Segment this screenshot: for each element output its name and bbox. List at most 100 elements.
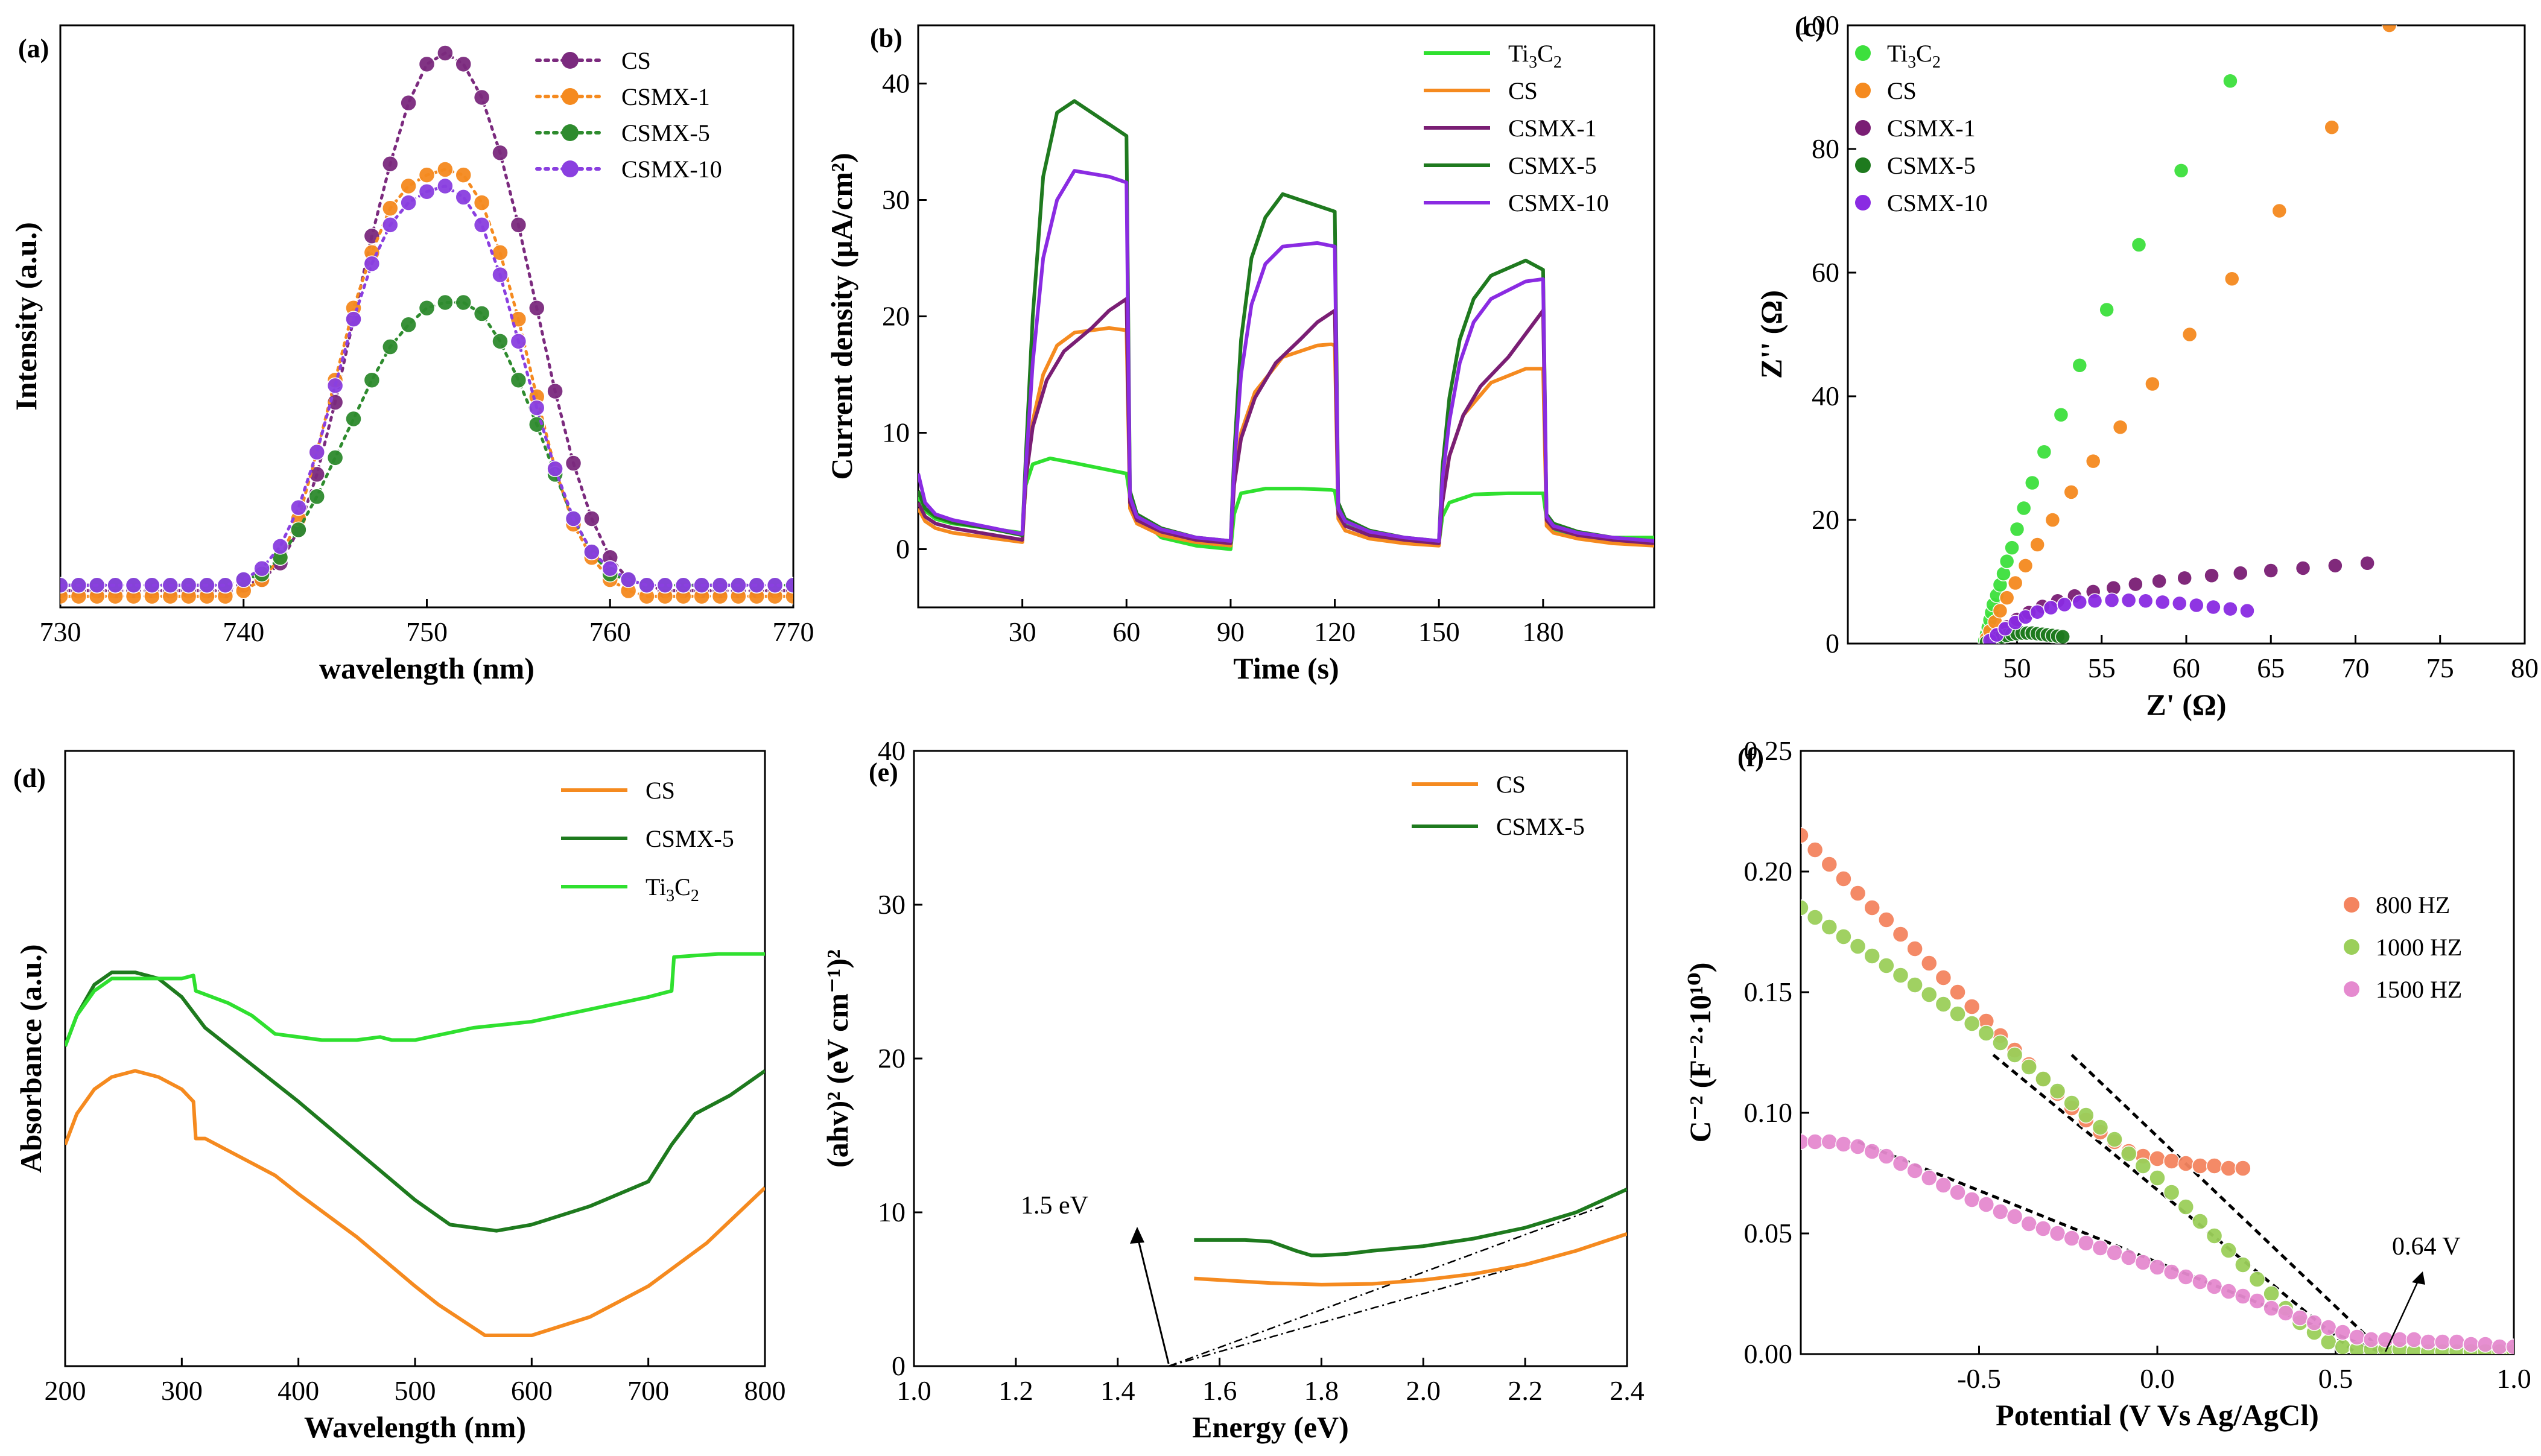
x-tick-label: 300 bbox=[161, 1375, 203, 1406]
data-point bbox=[2053, 407, 2069, 423]
series-line bbox=[65, 970, 765, 1233]
data-point bbox=[547, 382, 563, 400]
data-point bbox=[144, 577, 160, 593]
data-point bbox=[1921, 986, 1938, 1003]
data-point bbox=[345, 410, 362, 428]
x-axis-label: Time (s) bbox=[1233, 651, 1339, 685]
series-line bbox=[65, 1069, 765, 1337]
panel-label: (f) bbox=[1737, 742, 1764, 772]
panel-label: (c) bbox=[1795, 13, 1824, 42]
data-point bbox=[2235, 1160, 2251, 1177]
data-point bbox=[2327, 558, 2343, 574]
panel-c: 50 55 60 65 70 75 80 0 20 40 60 80 100 Z' (Ω) Z'' (Ω) (… bbox=[1754, 10, 2539, 721]
data-point bbox=[473, 89, 490, 106]
data-point bbox=[1878, 911, 1895, 928]
y-axis-label: Z'' (Ω) bbox=[1754, 290, 1788, 379]
data-point bbox=[492, 333, 509, 350]
data-point bbox=[2263, 1285, 2280, 1302]
x-tick-label: 730 bbox=[40, 616, 81, 647]
data-point bbox=[363, 372, 381, 388]
data-point bbox=[2134, 1157, 2152, 1174]
data-point bbox=[473, 194, 490, 211]
x-tick-label: 740 bbox=[223, 616, 264, 647]
data-point bbox=[2004, 540, 2020, 555]
legend-marker bbox=[1855, 195, 1871, 210]
data-point bbox=[418, 299, 436, 317]
y-tick-label: 0.25 bbox=[1744, 735, 1793, 766]
legend-label: CS bbox=[646, 777, 675, 804]
legend-marker bbox=[1855, 83, 1871, 98]
y-axis-label: (ahv)² (eV cm⁻¹)² bbox=[820, 949, 854, 1168]
data-point bbox=[2334, 1338, 2352, 1354]
data-point bbox=[2263, 563, 2279, 578]
x-tick-label: 55 bbox=[2088, 653, 2116, 683]
panel-label: (e) bbox=[869, 758, 898, 787]
x-tick-label: 750 bbox=[406, 616, 448, 647]
y-tick-label: 10 bbox=[882, 417, 910, 448]
data-point bbox=[510, 333, 527, 350]
data-point bbox=[2248, 1293, 2266, 1309]
x-tick-label: -0.5 bbox=[1957, 1363, 2001, 1394]
legend-marker bbox=[562, 124, 579, 141]
data-point bbox=[1978, 1025, 1995, 1042]
legend-label: 1000 HZ bbox=[2376, 934, 2462, 961]
data-point bbox=[2172, 595, 2187, 612]
data-point bbox=[583, 510, 600, 527]
panel-d: 200 300 400 500 600 700 800 Wavelength (nm) Abso… bbox=[13, 750, 786, 1444]
data-point bbox=[1849, 938, 1867, 955]
data-point bbox=[2192, 1273, 2209, 1290]
data-point bbox=[2263, 1300, 2280, 1317]
data-point bbox=[2291, 1309, 2309, 1326]
data-point bbox=[1849, 885, 1867, 902]
data-point bbox=[2349, 1329, 2365, 1346]
data-point bbox=[363, 255, 381, 272]
data-point bbox=[1806, 841, 1824, 858]
data-point bbox=[2235, 1288, 2251, 1305]
x-tick-label: 60 bbox=[1112, 616, 1140, 647]
data-point bbox=[2024, 475, 2040, 491]
data-point bbox=[290, 521, 307, 539]
data-point bbox=[2087, 593, 2103, 609]
data-point bbox=[455, 166, 472, 183]
data-point bbox=[2134, 1254, 2152, 1271]
x-axis-label: Energy (eV) bbox=[1192, 1410, 1349, 1444]
data-point bbox=[1864, 948, 1880, 964]
data-point bbox=[1999, 553, 2015, 569]
data-point bbox=[1949, 1184, 1966, 1201]
data-point bbox=[1921, 1170, 1938, 1186]
data-point bbox=[1935, 969, 1952, 986]
data-point bbox=[2476, 1336, 2494, 1353]
data-point bbox=[2006, 1208, 2023, 1225]
data-point bbox=[2057, 597, 2072, 613]
data-point bbox=[2173, 163, 2189, 179]
data-point bbox=[400, 94, 417, 112]
legend-label: CSMX-5 bbox=[1887, 152, 1976, 179]
y-tick-label: 0 bbox=[896, 534, 910, 565]
panel-label: (d) bbox=[13, 764, 46, 793]
x-tick-label: 0.5 bbox=[2318, 1363, 2353, 1394]
series-line bbox=[1194, 1232, 1627, 1287]
data-point bbox=[308, 443, 325, 461]
x-axis-label: Z' (Ω) bbox=[2146, 688, 2226, 721]
legend-marker bbox=[1855, 120, 1871, 136]
legend-label: 1500 HZ bbox=[2376, 976, 2462, 1003]
plot-area bbox=[1977, 25, 2397, 644]
data-point bbox=[2420, 1334, 2437, 1350]
panel-f: -0.5 0.0 0.5 1.0 0.00 0.05 0.10 0.15 0.20 0.25 Pot… bbox=[1683, 735, 2531, 1432]
y-tick-label: 60 bbox=[1812, 257, 1839, 288]
data-point bbox=[1999, 590, 2015, 606]
data-point bbox=[2235, 1256, 2251, 1273]
legend-label: 800 HZ bbox=[2376, 891, 2450, 919]
data-point bbox=[748, 577, 765, 593]
data-point bbox=[1992, 603, 2008, 619]
data-point bbox=[1835, 1136, 1852, 1153]
y-axis-label: Current density (μA/cm²) bbox=[825, 153, 858, 480]
data-point bbox=[1835, 870, 1852, 887]
data-point bbox=[162, 577, 179, 593]
data-point bbox=[638, 577, 655, 593]
data-point bbox=[2181, 326, 2198, 343]
x-tick-label: 50 bbox=[2003, 653, 2031, 683]
data-point bbox=[2009, 521, 2025, 537]
data-point bbox=[455, 189, 472, 206]
data-point bbox=[418, 55, 436, 73]
